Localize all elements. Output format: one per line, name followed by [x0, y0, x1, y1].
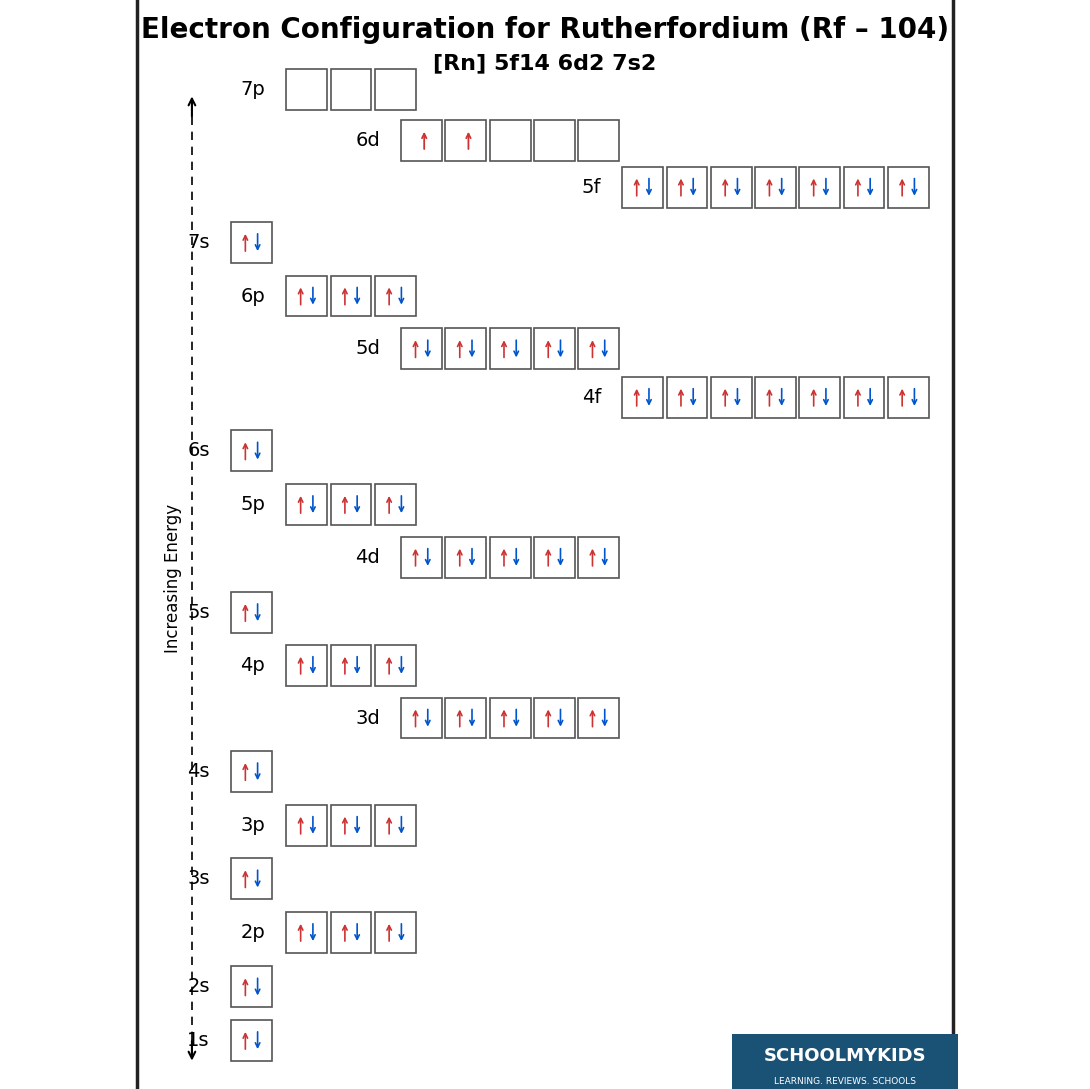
- Bar: [446, 698, 486, 738]
- Bar: [578, 698, 619, 738]
- Bar: [231, 1020, 271, 1061]
- Bar: [287, 645, 327, 686]
- Bar: [375, 485, 415, 525]
- FancyBboxPatch shape: [136, 0, 954, 1089]
- Bar: [732, 1033, 958, 1089]
- Text: 4s: 4s: [187, 762, 209, 781]
- Bar: [401, 537, 443, 577]
- Bar: [489, 329, 531, 369]
- Text: 6s: 6s: [187, 441, 209, 461]
- Bar: [330, 645, 372, 686]
- Bar: [446, 537, 486, 577]
- Bar: [231, 751, 271, 792]
- Bar: [330, 805, 372, 846]
- Bar: [287, 805, 327, 846]
- Text: 1s: 1s: [187, 1031, 209, 1050]
- Bar: [888, 167, 929, 208]
- Text: 6p: 6p: [240, 286, 265, 306]
- Bar: [622, 377, 663, 418]
- Bar: [755, 167, 796, 208]
- Text: 7s: 7s: [187, 233, 209, 252]
- Bar: [231, 967, 271, 1007]
- Bar: [231, 222, 271, 262]
- Bar: [375, 913, 415, 953]
- Bar: [667, 377, 707, 418]
- Text: 4f: 4f: [582, 388, 602, 407]
- Bar: [287, 276, 327, 317]
- Bar: [446, 120, 486, 161]
- Bar: [578, 329, 619, 369]
- Bar: [755, 377, 796, 418]
- Text: 5p: 5p: [240, 495, 265, 514]
- Bar: [401, 698, 443, 738]
- Bar: [799, 167, 840, 208]
- Text: 6d: 6d: [355, 131, 380, 150]
- Bar: [711, 377, 752, 418]
- Text: 2p: 2p: [240, 923, 265, 942]
- Bar: [622, 167, 663, 208]
- Text: 7p: 7p: [240, 79, 265, 99]
- Bar: [489, 537, 531, 577]
- Bar: [534, 120, 574, 161]
- Bar: [578, 120, 619, 161]
- Text: 5d: 5d: [355, 340, 380, 358]
- Bar: [287, 485, 327, 525]
- Bar: [534, 537, 574, 577]
- Bar: [888, 377, 929, 418]
- Bar: [844, 377, 884, 418]
- Bar: [711, 167, 752, 208]
- Bar: [287, 69, 327, 110]
- Bar: [375, 645, 415, 686]
- Text: Electron Configuration for Rutherfordium (Rf – 104): Electron Configuration for Rutherfordium…: [141, 15, 949, 44]
- Text: 3d: 3d: [355, 709, 380, 727]
- Bar: [401, 329, 443, 369]
- Bar: [231, 858, 271, 900]
- Text: 5s: 5s: [187, 603, 209, 622]
- Bar: [401, 120, 443, 161]
- Bar: [330, 913, 372, 953]
- Bar: [667, 167, 707, 208]
- Bar: [231, 430, 271, 472]
- Bar: [489, 120, 531, 161]
- Bar: [446, 329, 486, 369]
- Text: 4d: 4d: [355, 548, 380, 566]
- Bar: [578, 537, 619, 577]
- Text: Increasing Energy: Increasing Energy: [165, 504, 182, 653]
- Bar: [231, 592, 271, 633]
- Text: 5f: 5f: [582, 178, 602, 197]
- Bar: [799, 377, 840, 418]
- Text: 2s: 2s: [187, 978, 209, 996]
- Bar: [375, 276, 415, 317]
- Bar: [287, 913, 327, 953]
- Bar: [330, 485, 372, 525]
- Bar: [375, 69, 415, 110]
- Bar: [534, 329, 574, 369]
- Bar: [489, 698, 531, 738]
- Text: 4p: 4p: [240, 656, 265, 675]
- Bar: [330, 69, 372, 110]
- Text: [Rn] 5f14 6d2 7s2: [Rn] 5f14 6d2 7s2: [434, 53, 656, 74]
- Text: 3s: 3s: [187, 869, 209, 889]
- Text: LEARNING. REVIEWS. SCHOOLS: LEARNING. REVIEWS. SCHOOLS: [774, 1077, 916, 1086]
- Bar: [375, 805, 415, 846]
- Bar: [534, 698, 574, 738]
- Bar: [330, 276, 372, 317]
- Bar: [844, 167, 884, 208]
- Text: 3p: 3p: [240, 816, 265, 835]
- Text: SCHOOLMYKIDS: SCHOOLMYKIDS: [764, 1048, 926, 1065]
